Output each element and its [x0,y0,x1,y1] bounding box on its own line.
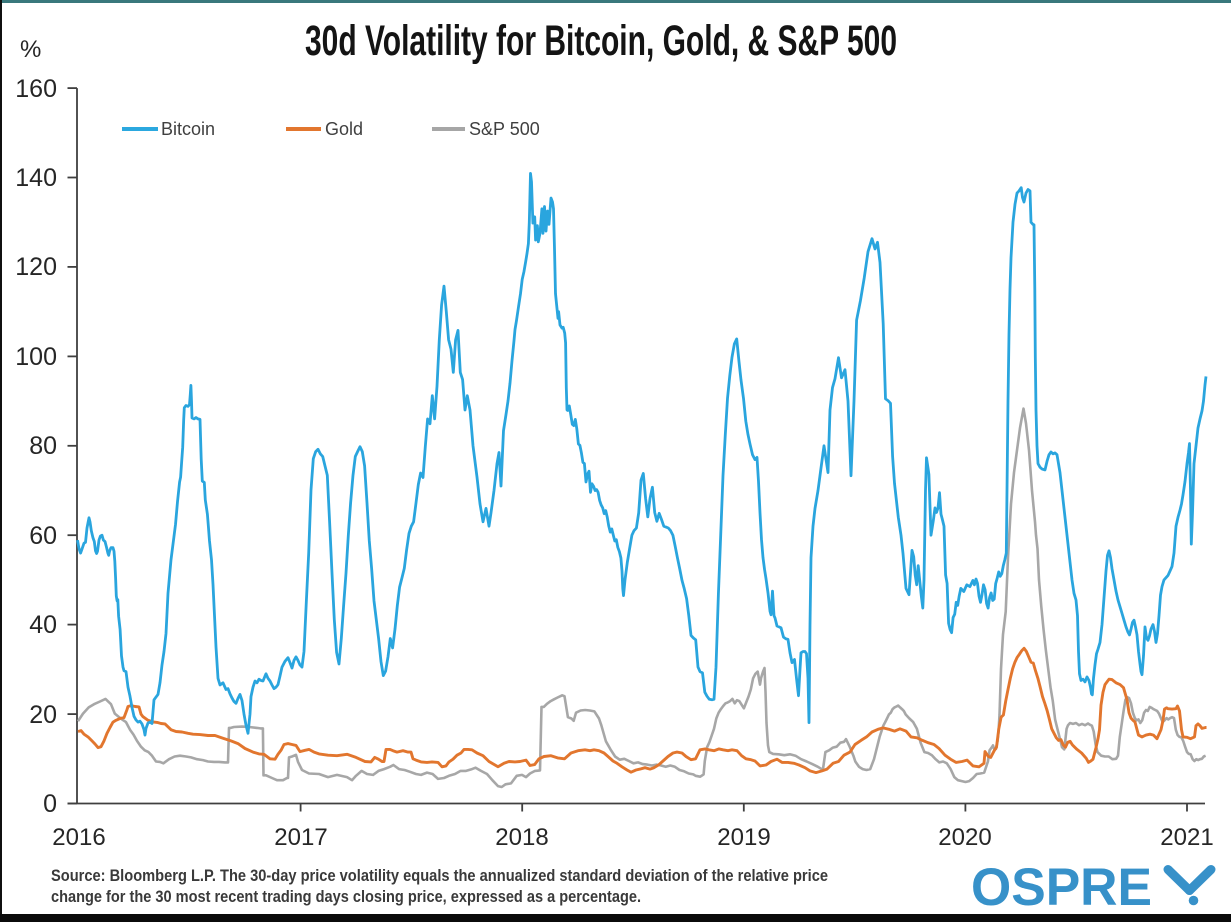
svg-text:Source: Bloomberg L.P. The 30-: Source: Bloomberg L.P. The 30-day price … [51,866,828,885]
svg-text:30d Volatility for Bitcoin, Go: 30d Volatility for Bitcoin, Gold, & S&P … [305,17,897,65]
svg-text:change for the 30 most recent: change for the 30 most recent trading da… [51,887,641,906]
svg-text:OSPRE: OSPRE [971,858,1152,917]
